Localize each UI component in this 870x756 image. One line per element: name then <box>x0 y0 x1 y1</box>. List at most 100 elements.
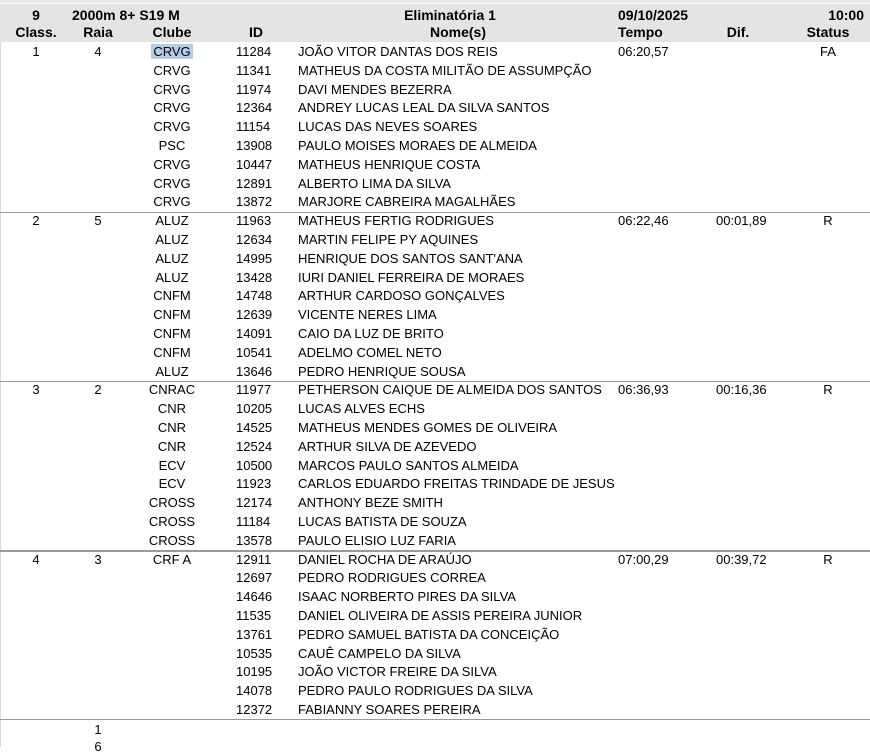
crew-class: 1 <box>32 44 40 59</box>
table-row: CNFM 14091 CAIO DA LUZ DE BRITO <box>0 325 870 344</box>
left-border <box>0 42 1 747</box>
rower-id: 10195 <box>236 664 273 680</box>
rower-name: ALBERTO LIMA DA SILVA <box>298 175 451 191</box>
rower-name: PEDRO RODRIGUES CORREA <box>298 570 486 586</box>
rower-id: 10205 <box>236 401 273 417</box>
rower-clube: PSC <box>124 137 220 156</box>
rower-id: 13578 <box>236 532 273 548</box>
crew-status: R <box>823 382 833 398</box>
rower-name: CAIO DA LUZ DE BRITO <box>298 326 444 341</box>
rower-clube-text: ALUZ <box>155 269 189 285</box>
rower-id: 13646 <box>236 363 273 379</box>
rower-clube-text: CRVG <box>153 156 191 172</box>
rower-name: PAULO MOISES MORAES DE ALMEIDA <box>298 138 537 153</box>
rower-clube: CROSS <box>124 513 220 532</box>
rower-name: PETHERSON CAIQUE DE ALMEIDA DOS SANTOS <box>298 382 602 398</box>
rower-name: VICENTE NERES LIMA <box>298 307 437 323</box>
rower-name: FABIANNY SOARES PEREIRA <box>298 702 481 717</box>
table-row: ALUZ 12634 MARTIN FELIPE PY AQUINES <box>0 231 870 250</box>
rower-clube: CRVG <box>124 43 220 62</box>
table-row: 3 2 06:36,93 00:16,36 R CNRAC 11977 PETHERSON C… <box>0 381 870 400</box>
crew-class: 2 <box>32 213 40 229</box>
rower-name: ANDREY LUCAS LEAL DA SILVA SANTOS <box>298 100 550 116</box>
rower-clube-text: CROSS <box>148 495 196 511</box>
table-row: 14078 PEDRO PAULO RODRIGUES DA SILVA <box>0 682 870 701</box>
rower-name: PEDRO HENRIQUE SOUSA <box>298 363 466 379</box>
rower-clube: CNFM <box>124 287 220 306</box>
col-id: ID <box>249 24 263 40</box>
rower-id: 13428 <box>236 269 273 285</box>
rower-clube-text: CNFM <box>153 307 191 323</box>
table-row: 10535 CAUÊ CAMPELO DA SILVA <box>0 645 870 664</box>
rower-clube: ALUZ <box>124 250 220 269</box>
table-row: CNR 10205 LUCAS ALVES ECHS <box>0 400 870 419</box>
rower-clube: CNR <box>124 419 220 438</box>
rower-name: JOÃO VITOR DANTAS DOS REIS <box>298 44 498 59</box>
table-row: PSC 13908 PAULO MOISES MORAES DE ALMEIDA <box>0 137 870 156</box>
rower-clube-text: PSC <box>158 138 186 153</box>
event-name: 2000m 8+ S19 M <box>72 7 180 23</box>
rower-name: PEDRO PAULO RODRIGUES DA SILVA <box>298 683 533 699</box>
rower-name: DANIEL OLIVEIRA DE ASSIS PEREIRA JUNIOR <box>298 608 583 623</box>
table-row: ALUZ 13428 IURI DANIEL FERREIRA DE MORAES <box>0 269 870 288</box>
crew-raia: 3 <box>94 551 102 567</box>
rower-clube-text: CRVG <box>153 194 191 210</box>
crew-tempo: 07:00,29 <box>618 551 669 567</box>
col-clube: Clube <box>152 24 192 40</box>
rower-name: PAULO ELISIO LUZ FARIA <box>298 532 456 548</box>
heat-name: Eliminatória 1 <box>404 7 496 23</box>
crew-raia: 5 <box>94 213 102 229</box>
rower-id: 11923 <box>236 476 272 492</box>
rower-clube-text: CROSS <box>148 514 196 529</box>
rower-name: LUCAS ALVES ECHS <box>298 401 425 417</box>
crew-raia: 4 <box>94 44 102 59</box>
crew-status: R <box>823 213 833 229</box>
crew-tempo: 06:22,46 <box>618 213 669 229</box>
crew-status: R <box>823 551 833 567</box>
col-raia: Raia <box>83 24 113 40</box>
rower-clube-text: CRF A <box>152 551 192 567</box>
rower-name: HENRIQUE DOS SANTOS SANT'ANA <box>298 250 523 266</box>
rower-name: JOÃO VICTOR FREIRE DA SILVA <box>298 664 497 680</box>
rower-id: 11184 <box>236 514 271 529</box>
rower-clube: CRVG <box>124 62 220 81</box>
rower-id: 12697 <box>236 570 273 586</box>
crew-class: 3 <box>32 382 40 398</box>
rower-name: DAVI MENDES BEZERRA <box>298 81 452 97</box>
rower-name: ISAAC NORBERTO PIRES DA SILVA <box>298 589 516 605</box>
rower-clube: ALUZ <box>124 363 220 382</box>
rower-name: MARJORE CABREIRA MAGALHÃES <box>298 194 516 210</box>
table-row: ECV 11923 CARLOS EDUARDO FREITAS TRINDADE … <box>0 475 870 494</box>
rower-clube-text: CROSS <box>148 532 196 548</box>
rower-clube-text: ALUZ <box>155 232 189 247</box>
footer-rule <box>0 719 870 720</box>
table-row: 11535 DANIEL OLIVEIRA DE ASSIS PEREIRA JU… <box>0 607 870 626</box>
crew-raia: 2 <box>94 382 102 398</box>
rower-id: 11977 <box>236 382 272 398</box>
rower-name: ARTHUR CARDOSO GONÇALVES <box>298 288 505 304</box>
rower-clube-text: CNFM <box>153 288 191 304</box>
footer-raia-1: 1 <box>94 722 102 737</box>
table-row: CRVG 10447 MATHEUS HENRIQUE COSTA <box>0 156 870 175</box>
table-row: CRVG 11341 MATHEUS DA COSTA MILITÃO DE ASS… <box>0 62 870 81</box>
table-row: CROSS 12174 ANTHONY BEZE SMITH <box>0 494 870 513</box>
rower-id: 12634 <box>236 232 273 247</box>
rower-name: MATHEUS FERTIG RODRIGUES <box>298 213 494 229</box>
rower-clube-text: CNFM <box>153 326 191 341</box>
crew-separator <box>0 550 870 552</box>
results-header: 9 2000m 8+ S19 M Eliminatória 1 09/10/20… <box>0 4 870 42</box>
rower-id: 12524 <box>236 438 273 454</box>
table-row: CRVG 12364 ANDREY LUCAS LEAL DA SILVA SANT… <box>0 99 870 118</box>
rower-clube: CNRAC <box>124 381 220 400</box>
rower-clube-text: CNRAC <box>148 382 196 398</box>
rower-clube: CNFM <box>124 325 220 344</box>
rower-clube: CNR <box>124 400 220 419</box>
rower-name: ANTHONY BEZE SMITH <box>298 495 443 511</box>
rower-id: 14995 <box>236 250 273 266</box>
rower-id: 13908 <box>236 138 273 153</box>
rower-clube-text: CNR <box>157 420 187 435</box>
crew-separator <box>0 211 870 214</box>
rower-clube-text: CNR <box>157 438 187 454</box>
rower-clube-text: ECV <box>158 457 186 473</box>
table-row: 4 3 07:00,29 00:39,72 R CRF A 12911 DANIEL ROCH… <box>0 551 870 570</box>
